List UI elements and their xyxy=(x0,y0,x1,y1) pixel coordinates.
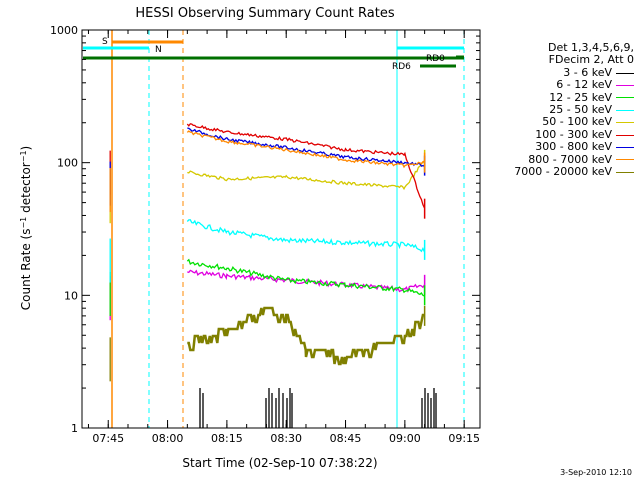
legend-swatch xyxy=(616,109,634,111)
x-tick-label: 07:45 xyxy=(92,432,124,445)
series-line-800-7000-kev xyxy=(186,130,425,169)
legend-swatch xyxy=(616,171,634,173)
series-800-7000-kev xyxy=(109,130,426,213)
annotation-rd6: RD6 xyxy=(392,62,411,72)
legend-swatch xyxy=(616,134,634,136)
series-line-7000-20000-kev xyxy=(187,306,425,366)
x-tick-label: 08:15 xyxy=(211,432,243,445)
legend-item-800-7000-kev: 800 - 7000 keV xyxy=(488,152,634,166)
legend-item-50-100-kev: 50 - 100 keV xyxy=(488,116,634,128)
y-tick-label: 100 xyxy=(57,157,78,170)
x-tick-label: 08:45 xyxy=(330,432,362,445)
legend-item-12-25-kev: 12 - 25 keV xyxy=(488,90,634,104)
chart-title: HESSI Observing Summary Count Rates xyxy=(135,6,394,21)
footer-date: 3-Sep-2010 12:10 xyxy=(560,468,632,477)
x-tick-label: 08:00 xyxy=(152,432,184,445)
series-6-12-kev xyxy=(109,269,426,321)
legend-label: 100 - 300 keV xyxy=(535,127,612,141)
legend-swatch xyxy=(616,122,634,124)
y-axis-label: Count Rate (s−1 detector−1) xyxy=(19,146,33,310)
x-tick-label: 09:15 xyxy=(448,432,480,445)
x-tick-label: 08:30 xyxy=(270,432,302,445)
series-line-300-800-kev xyxy=(187,127,425,167)
x-axis-label: Start Time (02-Sep-10 07:38:22) xyxy=(182,456,377,470)
legend-item-100-300-kev: 100 - 300 keV xyxy=(488,127,634,141)
series-line-100-300-kev xyxy=(186,123,425,209)
legend-label: 25 - 50 keV xyxy=(549,103,612,117)
legend-item-3-6-kev: 3 - 6 keV xyxy=(488,65,634,79)
y-tick-label: 10 xyxy=(64,289,78,302)
series-3-6-kev xyxy=(199,388,437,428)
series-7000-20000-kev xyxy=(109,305,426,382)
legend-label: 6 - 12 keV xyxy=(556,78,612,92)
legend-item-25-50-kev: 25 - 50 keV xyxy=(488,103,634,117)
series-line-12-25-kev xyxy=(186,258,425,297)
y-tick-label: 1000 xyxy=(50,24,78,37)
legend-label: 300 - 800 keV xyxy=(535,140,612,154)
legend-swatch xyxy=(616,84,634,86)
series-25-50-kev xyxy=(109,219,426,283)
annotation-s: S xyxy=(102,37,108,47)
legend-header: FDecim 2, Att 0 xyxy=(548,53,634,67)
legend-item-7000-20000-kev: 7000 - 20000 keV xyxy=(488,165,634,179)
legend-item-6-12-kev: 6 - 12 keV xyxy=(488,78,634,92)
series-line-6-12-kev xyxy=(187,269,425,293)
series-300-800-kev xyxy=(109,127,426,206)
x-tick-label: 09:00 xyxy=(389,432,421,445)
series-line-25-50-kev xyxy=(186,219,425,253)
legend-swatch xyxy=(616,97,634,99)
legend-label: 12 - 25 keV xyxy=(549,90,612,104)
legend-swatch xyxy=(616,159,634,161)
legend-item-300-800-kev: 300 - 800 keV xyxy=(488,140,634,154)
legend-header: Det 1,3,4,5,6,9, xyxy=(547,41,634,54)
series-line-50-100-kev xyxy=(187,160,425,191)
annotation-rd0: RD0 xyxy=(426,54,445,64)
legend-label: 3 - 6 keV xyxy=(563,65,612,79)
legend-label: 50 - 100 keV xyxy=(542,115,612,129)
legend-swatch xyxy=(616,146,634,148)
legend-label: 7000 - 20000 keV xyxy=(514,165,612,179)
y-tick-label: 1 xyxy=(71,422,78,435)
annotation-n: N xyxy=(155,45,162,55)
plot-frame xyxy=(81,29,481,429)
legend-swatch xyxy=(616,72,634,74)
series-100-300-kev xyxy=(109,123,426,219)
legend-label: 800 - 7000 keV xyxy=(528,152,612,166)
